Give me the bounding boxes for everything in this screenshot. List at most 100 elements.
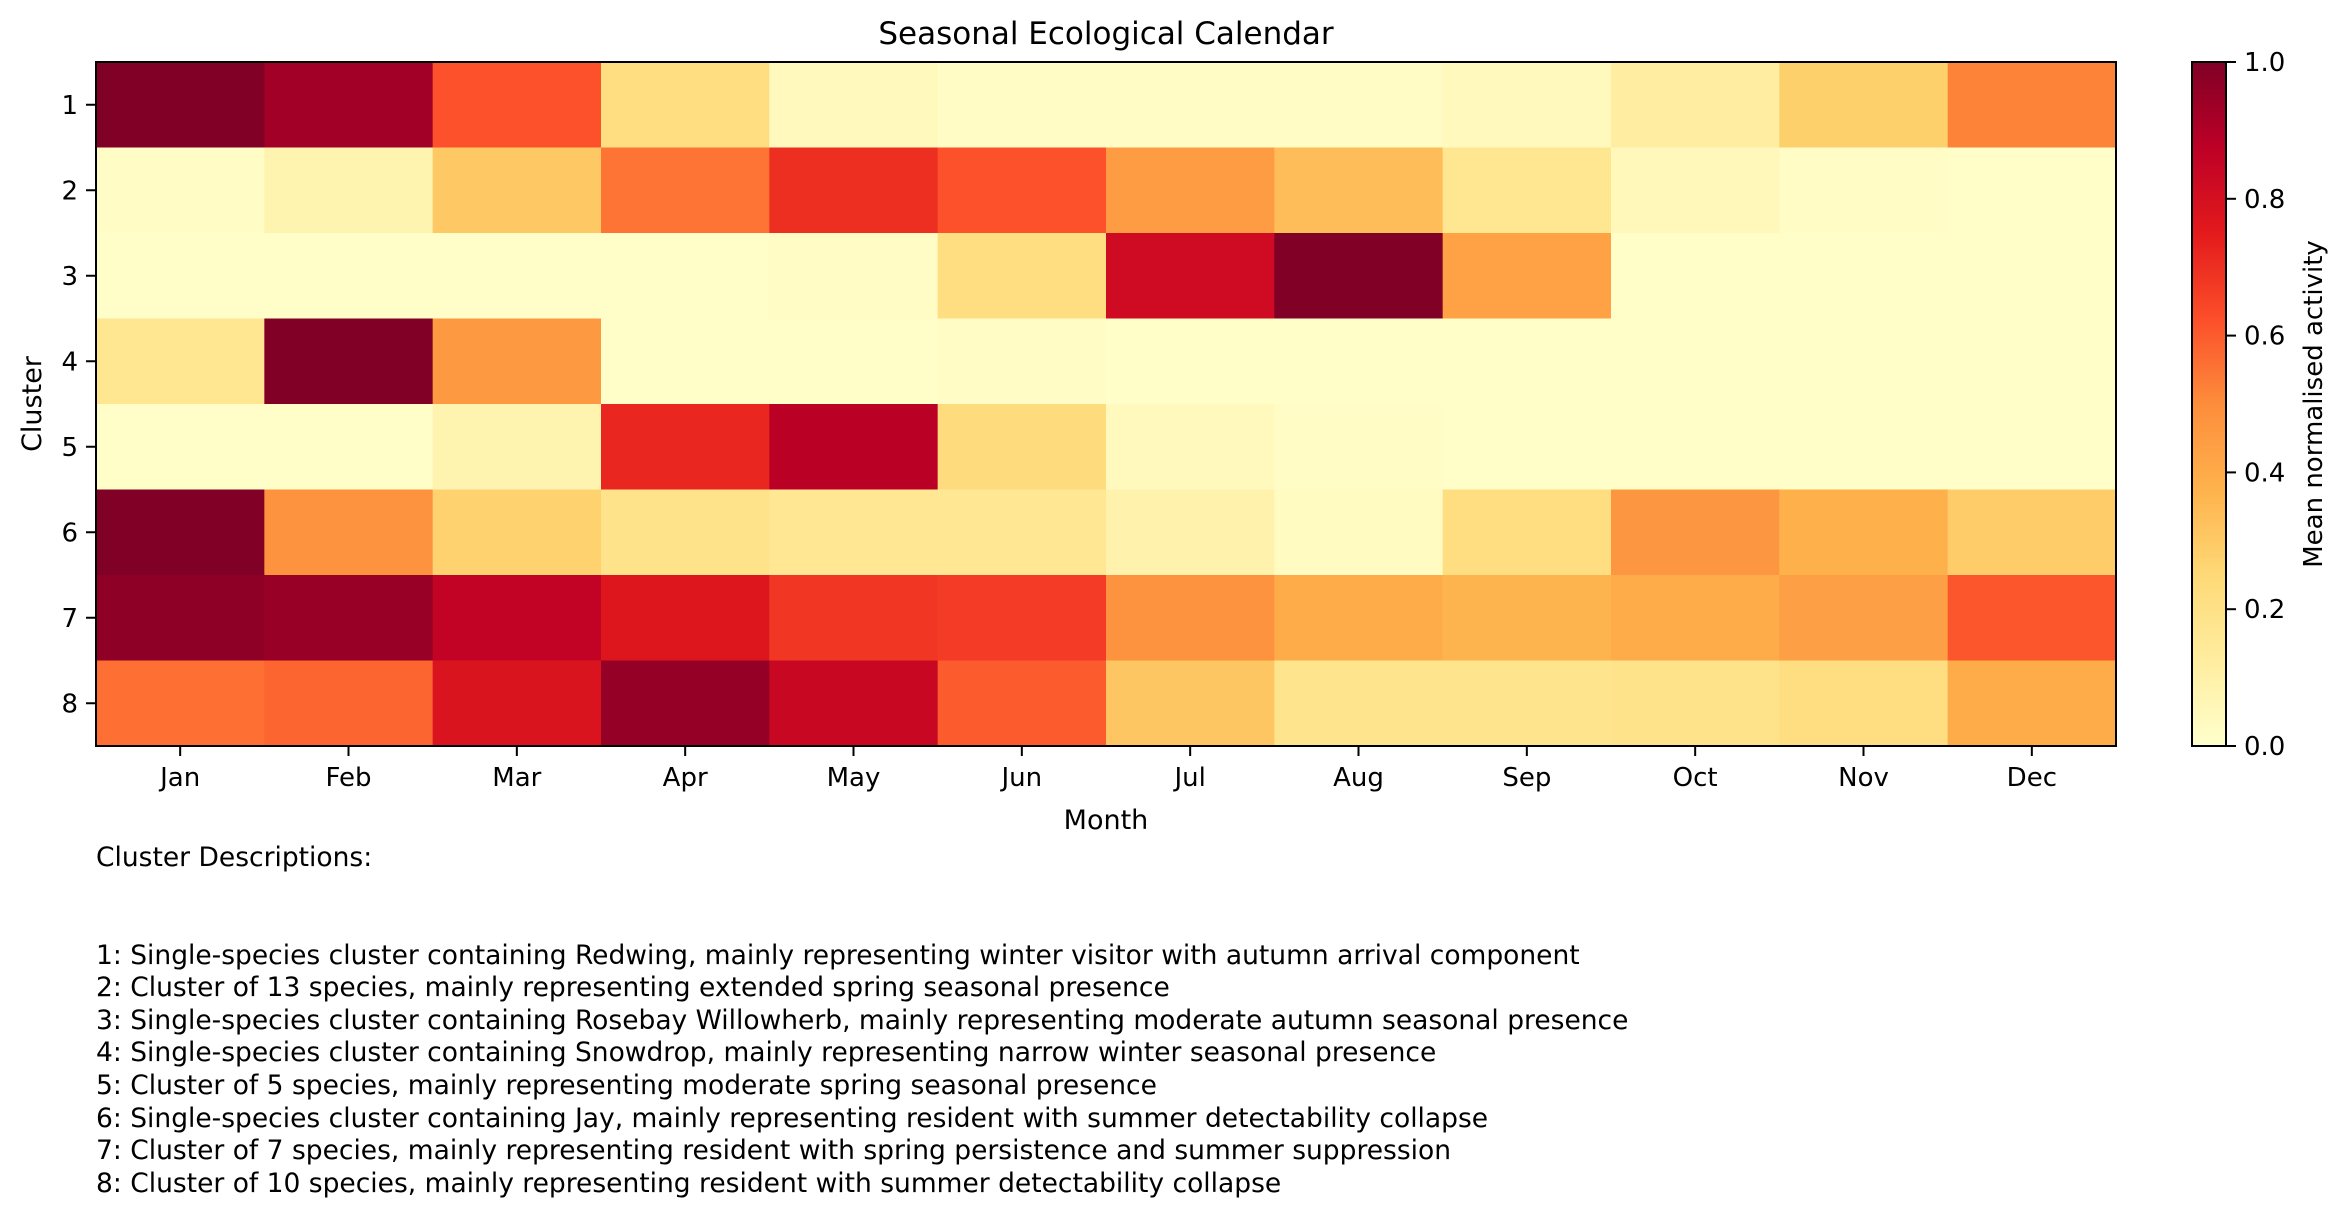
heatmap-cell-4-Nov <box>1779 318 1949 405</box>
colorbar-tick-label: 0.0 <box>2244 732 2285 762</box>
heatmap-cell-6-Nov <box>1779 489 1949 576</box>
heatmap-cell-2-Apr <box>601 147 770 234</box>
heatmap-cell-7-Aug <box>1274 575 1444 662</box>
heatmap-cell-5-Mar <box>432 404 602 491</box>
y-axis-ticks: 1 2 3 4 5 6 7 8 <box>61 91 96 719</box>
colorbar-tick-label: 1.0 <box>2244 48 2285 78</box>
heatmap-cell-2-Feb <box>264 147 434 234</box>
heatmap-cell-8-Aug <box>1274 660 1444 747</box>
heatmap-cell-6-Jun <box>937 489 1107 576</box>
heatmap-cell-3-Sep <box>1442 233 1612 320</box>
x-tick-label: May <box>827 763 881 793</box>
heatmap-cell-6-Feb <box>264 489 434 576</box>
x-tick-label: Feb <box>325 763 371 793</box>
descriptions-heading: Cluster Descriptions: <box>96 842 373 873</box>
heatmap-cell-7-Apr <box>601 575 770 662</box>
heatmap-cell-4-Feb <box>264 318 434 405</box>
heatmap-cell-1-Mar <box>432 62 602 149</box>
heatmap-cell-8-Mar <box>432 660 602 747</box>
heatmap-cell-3-Dec <box>1947 233 2117 320</box>
description-item-8: 8: Cluster of 10 species, mainly represe… <box>96 1167 1282 1199</box>
heatmap-cell-1-Aug <box>1274 62 1444 149</box>
y-tick-label: 3 <box>61 262 78 292</box>
heatmap-cell-8-Sep <box>1442 660 1612 747</box>
heatmap-cell-4-Oct <box>1611 318 1780 405</box>
x-tick-label: Nov <box>1838 763 1889 793</box>
heatmap-cell-6-May <box>769 489 939 576</box>
colorbar-tick-label: 0.4 <box>2244 458 2285 488</box>
y-tick-label: 5 <box>61 433 78 463</box>
heatmap-cell-3-Feb <box>264 233 434 320</box>
heatmap-cell-7-Jun <box>937 575 1107 662</box>
x-tick-label: Mar <box>492 763 541 793</box>
heatmap-cell-7-Jan <box>96 575 265 662</box>
heatmap-cell-2-Oct <box>1611 147 1780 234</box>
colorbar-label: Mean normalised activity <box>2299 240 2329 568</box>
heatmap-cell-7-Oct <box>1611 575 1780 662</box>
heatmap-cell-2-Dec <box>1947 147 2117 234</box>
heatmap-cell-5-Oct <box>1611 404 1780 491</box>
heatmap-cell-4-May <box>769 318 939 405</box>
description-item-2: 2: Cluster of 13 species, mainly represe… <box>96 972 1170 1004</box>
heatmap-cell-5-Feb <box>264 404 434 491</box>
heatmap-cell-5-Jan <box>96 404 265 491</box>
heatmap-cell-8-Feb <box>264 660 434 747</box>
heatmap-cell-3-May <box>769 233 939 320</box>
colorbar-ticks: 0.0 0.2 0.4 0.6 0.8 1.0 <box>2226 48 2285 762</box>
heatmap-cell-7-May <box>769 575 939 662</box>
heatmap-cell-8-May <box>769 660 939 747</box>
heatmap-cell-3-Oct <box>1611 233 1780 320</box>
heatmap-cell-2-Jan <box>96 147 265 234</box>
heatmap-cell-5-Nov <box>1779 404 1949 491</box>
description-item-7: 7: Cluster of 7 species, mainly represen… <box>96 1135 1452 1167</box>
heatmap-cell-7-Nov <box>1779 575 1949 662</box>
description-item-1: 1: Single-species cluster containing Red… <box>96 939 1580 971</box>
heatmap-cell-5-May <box>769 404 939 491</box>
heatmap-cell-3-Aug <box>1274 233 1444 320</box>
heatmap-cell-1-Jul <box>1106 62 1275 149</box>
heatmap-cell-1-Oct <box>1611 62 1780 149</box>
heatmap-cell-1-Feb <box>264 62 434 149</box>
heatmap-cell-1-Nov <box>1779 62 1949 149</box>
description-item-5: 5: Cluster of 5 species, mainly represen… <box>96 1069 1157 1101</box>
heatmap-cell-2-Jun <box>937 147 1107 234</box>
description-item-6: 6: Single-species cluster containing Jay… <box>96 1102 1489 1134</box>
x-tick-label: Sep <box>1502 763 1551 793</box>
heatmap-cell-7-Dec <box>1947 575 2117 662</box>
heatmap-cell-8-Nov <box>1779 660 1949 747</box>
heatmap-cells <box>96 62 2117 747</box>
heatmap-cell-4-Apr <box>601 318 770 405</box>
y-tick-label: 7 <box>61 604 78 634</box>
descriptions-list: 1: Single-species cluster containing Red… <box>96 940 2296 1201</box>
y-tick-label: 8 <box>61 689 78 719</box>
heatmap-cell-8-Dec <box>1947 660 2117 747</box>
heatmap-cell-7-Mar <box>432 575 602 662</box>
plot-frame <box>95 61 2117 747</box>
x-tick-label: Apr <box>663 763 708 793</box>
heatmap-cell-1-Dec <box>1947 62 2117 149</box>
chart-title: Seasonal Ecological Calendar <box>878 16 1334 52</box>
cluster-descriptions: Cluster Descriptions: 1: Single-species … <box>96 842 2296 1200</box>
heatmap-cell-6-Mar <box>432 489 602 576</box>
colorbar-tick-label: 0.8 <box>2244 185 2285 215</box>
x-tick-label: Dec <box>2007 763 2057 793</box>
heatmap-cell-1-May <box>769 62 939 149</box>
heatmap-cell-1-Apr <box>601 62 770 149</box>
heatmap-cell-7-Sep <box>1442 575 1612 662</box>
y-tick-label: 6 <box>61 518 78 548</box>
colorbar <box>2191 61 2227 747</box>
heatmap-cell-5-Jul <box>1106 404 1275 491</box>
heatmap-cell-3-Apr <box>601 233 770 320</box>
x-axis-label: Month <box>1064 805 1149 836</box>
heatmap-cell-4-Sep <box>1442 318 1612 405</box>
heatmap-cell-2-Jul <box>1106 147 1275 234</box>
y-tick-label: 4 <box>61 347 78 377</box>
y-tick-label: 2 <box>61 176 78 206</box>
y-axis-label: Cluster <box>17 355 48 452</box>
heatmap-cell-3-Jan <box>96 233 265 320</box>
heatmap-cell-6-Jan <box>96 489 265 576</box>
heatmap-cell-5-Aug <box>1274 404 1444 491</box>
heatmap-cell-6-Sep <box>1442 489 1612 576</box>
x-axis-ticks: Jan Feb Mar Apr May Jun Jul Aug Sep Oct Nov Dec <box>158 746 2057 793</box>
